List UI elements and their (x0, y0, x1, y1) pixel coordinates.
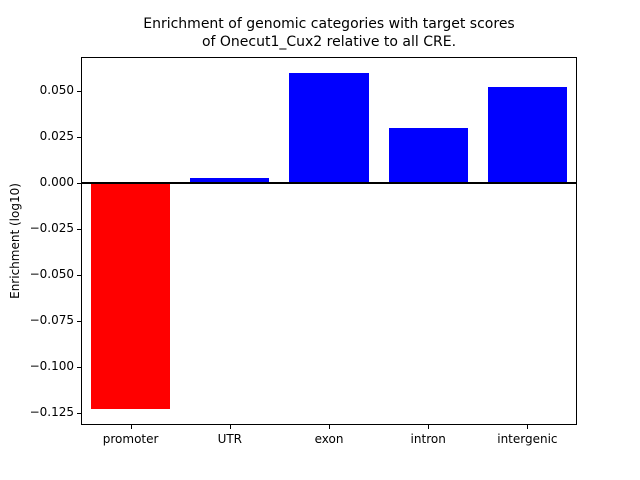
y-tick-mark (77, 183, 81, 185)
y-tick-label: 0.025 (39, 129, 74, 144)
y-tick-label: −0.075 (29, 313, 74, 328)
y-axis-label: Enrichment (log10) (8, 183, 22, 299)
x-tick-label-exon: exon (314, 432, 344, 446)
bar-intron (388, 127, 468, 184)
bar-UTR (190, 177, 270, 184)
y-tick-label: 0.050 (39, 83, 74, 98)
x-tick-mark (428, 425, 430, 429)
y-tick-mark (77, 367, 81, 369)
chart-title-line1: Enrichment of genomic categories with ta… (143, 16, 515, 32)
y-tick-mark (77, 91, 81, 93)
bar-intergenic (487, 87, 568, 184)
zero-line (81, 182, 577, 185)
y-tick-mark (77, 275, 81, 277)
y-tick-mark (77, 413, 81, 415)
chart-title: Enrichment of genomic categories with ta… (81, 15, 577, 51)
x-tick-label-UTR: UTR (217, 432, 243, 446)
x-tick-mark (527, 425, 529, 429)
y-tick-label: −0.050 (29, 267, 74, 282)
x-tick-label-promoter: promoter (102, 432, 159, 446)
bar-exon (289, 72, 369, 184)
y-tick-mark (77, 321, 81, 323)
x-tick-label-intergenic: intergenic (497, 432, 558, 446)
chart-title-line2: of Onecut1_Cux2 relative to all CRE. (201, 34, 457, 50)
x-tick-mark (130, 425, 132, 429)
y-tick-label: −0.025 (29, 221, 74, 236)
x-tick-mark (329, 425, 330, 429)
y-tick-label: 0.000 (39, 175, 74, 190)
y-tick-mark (77, 137, 81, 139)
y-tick-label: −0.100 (29, 359, 74, 374)
bar-promoter (90, 183, 171, 410)
x-tick-label-intron: intron (410, 432, 446, 446)
y-tick-label: −0.125 (29, 405, 74, 420)
y-tick-mark (77, 229, 81, 231)
x-tick-mark (229, 425, 231, 429)
